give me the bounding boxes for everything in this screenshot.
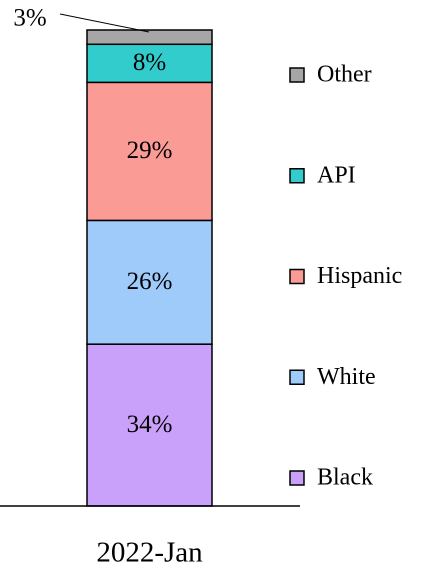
bar-segment [86,43,213,84]
data-label: 29% [127,137,173,164]
legend-label: Hispanic [317,263,402,289]
bar-segment [86,29,213,46]
legend-label: API [317,162,356,188]
legend-swatch [289,67,305,83]
legend-swatch [289,369,305,385]
data-label: 34% [127,411,173,438]
legend-label: White [317,364,376,390]
legend-label: Black [317,465,373,491]
bar-segment [86,219,213,345]
legend-swatch [289,470,305,486]
bar-segment [86,343,213,507]
legend-swatch [289,168,305,184]
x-tick-label: 2022-Jan [96,537,203,569]
leader-line [59,13,150,33]
legend-label: Other [317,62,372,88]
legend-swatch [289,268,305,285]
data-label: 26% [127,268,173,295]
data-label: 3% [13,5,46,32]
data-label: 8% [133,49,166,76]
